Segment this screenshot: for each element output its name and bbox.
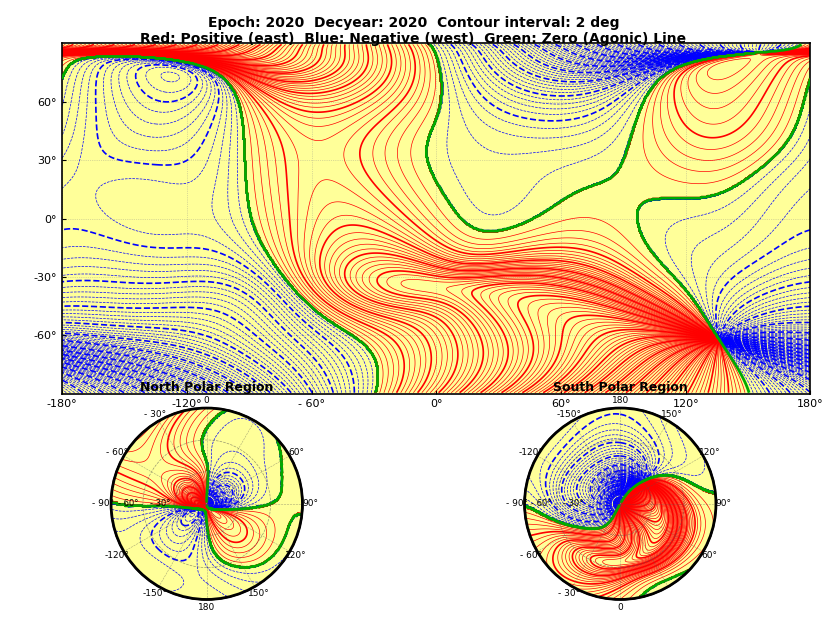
Text: 120°: 120° [699, 448, 720, 456]
Text: 60: 60 [439, 86, 445, 94]
Text: -140: -140 [631, 62, 648, 71]
Text: 120: 120 [628, 309, 642, 319]
Text: -120°: -120° [105, 551, 130, 560]
Text: -60: -60 [774, 353, 786, 363]
Text: 20: 20 [717, 53, 727, 60]
Text: -120: -120 [100, 54, 116, 60]
Text: 160: 160 [251, 83, 265, 95]
Text: 100: 100 [191, 52, 205, 58]
Text: 20: 20 [73, 45, 83, 52]
Text: 60: 60 [146, 46, 155, 53]
Text: 100: 100 [772, 50, 785, 56]
Text: 120°: 120° [285, 551, 307, 560]
Text: -80: -80 [457, 214, 469, 226]
Text: 160: 160 [237, 105, 246, 120]
Text: 40: 40 [91, 46, 100, 53]
Text: - 60°: - 60° [117, 499, 138, 508]
Text: 0: 0 [204, 396, 209, 405]
Text: -120: -120 [83, 340, 99, 347]
Text: Epoch: 2020  Decyear: 2020  Contour interval: 2 deg: Epoch: 2020 Decyear: 2020 Contour interv… [208, 16, 619, 30]
Text: 140: 140 [330, 320, 345, 332]
Text: -40: -40 [753, 164, 766, 175]
Text: - 30°: - 30° [150, 499, 170, 508]
Text: -160: -160 [265, 309, 280, 325]
Text: 120: 120 [519, 216, 534, 228]
Text: -60: -60 [606, 170, 619, 182]
Text: 40: 40 [661, 195, 669, 201]
Text: 140: 140 [237, 66, 251, 76]
Text: -160: -160 [155, 61, 172, 69]
Text: 40: 40 [795, 48, 804, 55]
Text: -60: -60 [243, 181, 250, 193]
Text: 100: 100 [282, 276, 295, 290]
Text: 80: 80 [636, 199, 647, 210]
Text: -60: -60 [75, 369, 88, 378]
Text: 60: 60 [375, 368, 380, 377]
Text: 180: 180 [198, 603, 215, 611]
Text: - 60°: - 60° [519, 551, 542, 560]
Text: -160: -160 [241, 143, 247, 159]
Text: 180: 180 [612, 396, 629, 405]
Text: -20: -20 [687, 195, 699, 202]
Text: 60: 60 [642, 369, 653, 379]
Text: 160: 160 [571, 186, 585, 198]
Text: - 30°: - 30° [563, 499, 584, 508]
Text: 140: 140 [648, 306, 663, 316]
Text: 60°: 60° [702, 551, 718, 560]
Text: -140: -140 [128, 323, 144, 330]
Text: 20: 20 [317, 311, 327, 321]
Text: 80: 80 [219, 73, 230, 84]
Text: 0: 0 [618, 603, 623, 611]
Text: - 60°: - 60° [531, 499, 552, 508]
Text: - 30°: - 30° [144, 410, 166, 418]
Text: 80: 80 [653, 74, 664, 86]
Text: -120°: -120° [519, 448, 543, 456]
Text: 60°: 60° [289, 448, 304, 456]
Text: Red: Positive (east)  Blue: Negative (west)  Green: Zero (Agonic) Line: Red: Positive (east) Blue: Negative (wes… [141, 32, 686, 46]
Text: -100: -100 [122, 54, 137, 60]
Text: 150°: 150° [247, 589, 270, 598]
Text: -150°: -150° [556, 410, 581, 418]
Text: 40: 40 [241, 128, 246, 137]
Text: -20: -20 [423, 145, 430, 157]
Text: - 90°: - 90° [506, 499, 528, 508]
Text: - 30°: - 30° [557, 589, 580, 598]
Text: -120: -120 [795, 336, 811, 343]
Text: -100: -100 [767, 341, 783, 349]
Text: -80: -80 [63, 356, 75, 364]
Circle shape [111, 408, 303, 600]
Text: 90°: 90° [715, 499, 732, 508]
Text: 150°: 150° [661, 410, 683, 418]
Text: -80: -80 [657, 260, 670, 272]
Text: 160: 160 [497, 259, 511, 266]
Text: 80: 80 [115, 48, 124, 55]
Text: -140: -140 [294, 290, 309, 306]
Text: -40: -40 [486, 228, 498, 234]
Text: 140: 140 [536, 207, 551, 219]
Text: -120: -120 [659, 55, 675, 63]
Text: -150°: -150° [142, 589, 168, 598]
Text: -140: -140 [766, 149, 782, 164]
Text: - 60°: - 60° [106, 448, 128, 456]
Text: 90°: 90° [302, 499, 318, 508]
Text: -80: -80 [242, 161, 249, 172]
Text: 120: 120 [222, 58, 237, 66]
Text: -100: -100 [683, 52, 699, 59]
Text: - 90°: - 90° [93, 499, 114, 508]
Text: -40: -40 [306, 301, 318, 314]
Text: -160: -160 [668, 195, 685, 202]
Text: 100: 100 [684, 331, 698, 339]
Text: 120: 120 [265, 253, 278, 267]
Title: North Polar Region: North Polar Region [140, 381, 274, 394]
Text: -100: -100 [108, 355, 126, 365]
Title: South Polar Region: South Polar Region [553, 381, 687, 394]
Text: -160: -160 [616, 75, 633, 87]
Text: -40: -40 [60, 377, 72, 388]
Text: 20: 20 [666, 268, 676, 279]
Text: -20: -20 [358, 338, 370, 350]
Circle shape [524, 408, 716, 600]
